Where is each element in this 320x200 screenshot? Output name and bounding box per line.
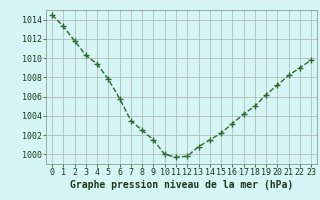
X-axis label: Graphe pression niveau de la mer (hPa): Graphe pression niveau de la mer (hPa) xyxy=(70,180,293,190)
